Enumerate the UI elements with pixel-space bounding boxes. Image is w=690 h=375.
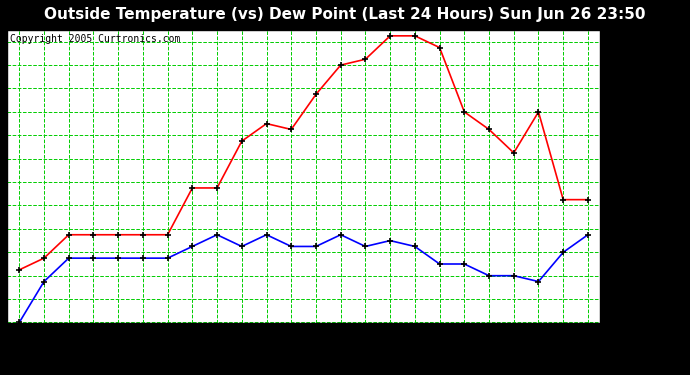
Text: 13:00: 13:00 (336, 325, 346, 356)
Text: 08:00: 08:00 (212, 325, 222, 356)
Text: 00:00: 00:00 (14, 325, 24, 356)
Text: 05:00: 05:00 (138, 325, 148, 356)
Text: Outside Temperature (vs) Dew Point (Last 24 Hours) Sun Jun 26 23:50: Outside Temperature (vs) Dew Point (Last… (44, 8, 646, 22)
Text: 21:00: 21:00 (533, 325, 544, 356)
Text: 04:00: 04:00 (113, 325, 123, 356)
Text: 09:00: 09:00 (237, 325, 247, 356)
Text: 20:00: 20:00 (509, 325, 519, 356)
Text: 06:00: 06:00 (163, 325, 172, 356)
Text: 22:00: 22:00 (558, 325, 568, 356)
Text: 07:00: 07:00 (188, 325, 197, 356)
Text: 16:00: 16:00 (410, 325, 420, 356)
Text: 23:00: 23:00 (583, 325, 593, 356)
Text: Copyright 2005 Curtronics.com: Copyright 2005 Curtronics.com (10, 34, 180, 44)
Text: 12:00: 12:00 (311, 325, 321, 356)
Text: 18:00: 18:00 (460, 325, 469, 356)
Text: 02:00: 02:00 (63, 325, 74, 356)
Text: 17:00: 17:00 (435, 325, 444, 356)
Text: 19:00: 19:00 (484, 325, 494, 356)
Text: 10:00: 10:00 (262, 325, 271, 356)
Text: 14:00: 14:00 (360, 325, 371, 356)
Text: 01:00: 01:00 (39, 325, 49, 356)
Text: 11:00: 11:00 (286, 325, 296, 356)
Text: 15:00: 15:00 (385, 325, 395, 356)
Text: 03:00: 03:00 (88, 325, 99, 356)
